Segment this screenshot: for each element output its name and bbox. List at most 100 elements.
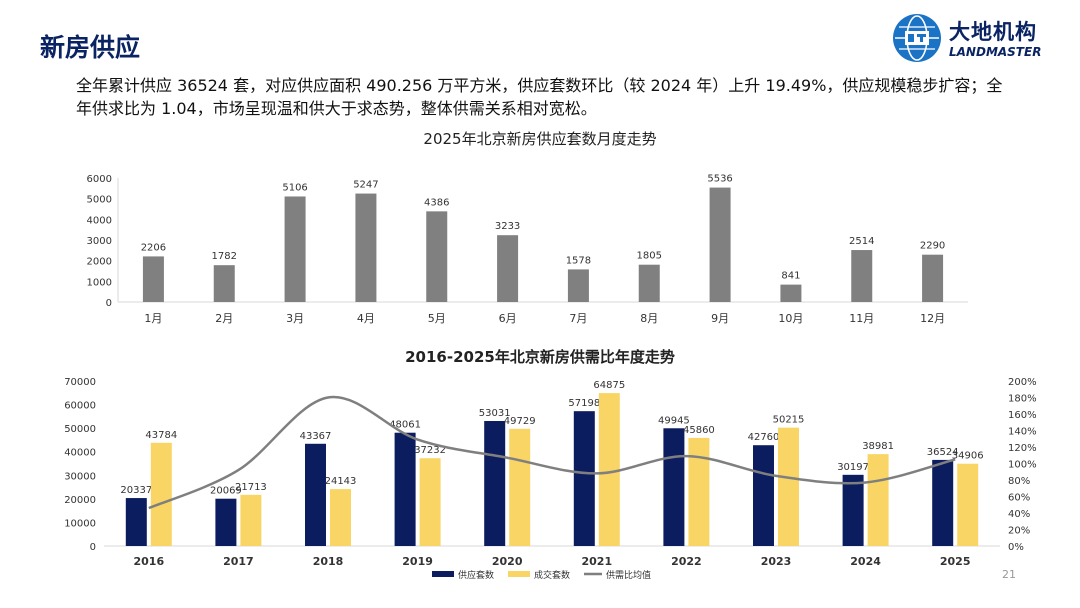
data-label: 49945 — [658, 415, 690, 426]
transaction-bar — [688, 437, 710, 546]
legend-swatch-supply — [432, 571, 454, 577]
data-label: 20337 — [120, 485, 152, 496]
y-tick-label: 1000 — [87, 277, 112, 288]
y-tick-label: 20000 — [64, 495, 96, 506]
x-tick-label: 2019 — [402, 555, 433, 568]
monthly-chart-title: 2025年北京新房供应套数月度走势 — [423, 130, 657, 148]
data-label: 21713 — [235, 482, 267, 493]
data-label: 45860 — [683, 425, 715, 436]
x-tick-label: 2020 — [492, 555, 523, 568]
supply-bar — [484, 420, 506, 546]
x-tick-label: 10月 — [778, 312, 803, 325]
y-tick-label: 30000 — [64, 471, 96, 482]
y-tick-label: 4000 — [87, 215, 112, 226]
data-label: 1782 — [212, 251, 237, 262]
data-label: 42760 — [748, 432, 780, 443]
y-tick-label: 6000 — [87, 174, 112, 185]
data-label: 57198 — [568, 398, 600, 409]
data-label: 4386 — [424, 197, 449, 208]
data-label: 30197 — [837, 462, 869, 473]
y2-tick-label: 200% — [1008, 377, 1037, 388]
transaction-bar — [598, 393, 620, 546]
x-tick-label: 2018 — [313, 555, 344, 568]
y-tick-label: 2000 — [87, 257, 112, 268]
bar — [213, 265, 235, 302]
data-label: 43367 — [300, 431, 332, 442]
y2-tick-label: 180% — [1008, 394, 1037, 405]
transaction-bar — [150, 442, 172, 546]
y2-tick-label: 60% — [1008, 493, 1030, 504]
x-tick-label: 6月 — [499, 312, 517, 325]
bar — [638, 264, 660, 302]
x-tick-label: 12月 — [920, 312, 945, 325]
data-label: 38981 — [862, 441, 894, 452]
logo-name-cn: 大地机构 — [949, 20, 1037, 44]
data-label: 2290 — [920, 241, 945, 252]
y-tick-label: 50000 — [64, 424, 96, 435]
x-tick-label: 2016 — [133, 555, 164, 568]
data-label: 50215 — [773, 415, 805, 426]
supply-bar — [663, 428, 685, 546]
y2-tick-label: 80% — [1008, 476, 1030, 487]
supply-bar — [573, 411, 595, 546]
data-label: 841 — [781, 271, 800, 282]
data-label: 2514 — [849, 236, 874, 247]
data-label: 53031 — [479, 408, 511, 419]
data-label: 49729 — [504, 416, 536, 427]
y2-tick-label: 120% — [1008, 443, 1037, 454]
x-tick-label: 4月 — [357, 312, 375, 325]
x-tick-label: 2月 — [215, 312, 233, 325]
x-tick-label: 2017 — [223, 555, 254, 568]
bar — [284, 196, 306, 302]
supply-bar — [842, 474, 864, 546]
supply-bar — [932, 459, 954, 546]
data-label: 34906 — [952, 451, 984, 462]
x-tick-label: 2023 — [761, 555, 792, 568]
y2-tick-label: 100% — [1008, 460, 1037, 471]
supply-bar — [305, 443, 326, 546]
y-tick-label: 3000 — [87, 236, 112, 247]
bar — [567, 269, 589, 302]
logo-name-en: LANDMASTER — [949, 45, 1042, 59]
ratio-line — [148, 395, 956, 510]
y-tick-label: 70000 — [64, 377, 96, 388]
legend-label: 供需比均值 — [606, 569, 651, 581]
bar — [142, 256, 164, 302]
data-label: 36524 — [927, 447, 959, 458]
data-label: 2206 — [141, 242, 166, 253]
globe-logo-icon — [893, 14, 941, 62]
data-label: 48061 — [389, 420, 421, 431]
summary-text: 全年累计供应 36524 套，对应供应面积 490.256 万平方米，供应套数环… — [76, 76, 1003, 118]
annual-supply-demand-chart: 0 10000 20000 30000 40000 50000 60000 70000 0% 20… — [64, 377, 1037, 581]
x-tick-label: 7月 — [569, 312, 587, 325]
supply-bar — [753, 445, 774, 546]
data-label: 20069 — [210, 486, 242, 497]
x-tick-label: 5月 — [428, 312, 446, 325]
x-tick-label: 9月 — [711, 312, 729, 325]
x-tick-label: 3月 — [286, 312, 304, 325]
supply-bar — [215, 498, 237, 546]
transaction-bar — [957, 463, 979, 546]
data-label: 1805 — [637, 251, 662, 262]
data-label: 5106 — [282, 182, 307, 193]
data-label: 5536 — [707, 174, 732, 185]
transaction-bar — [419, 458, 441, 546]
bar — [851, 250, 873, 302]
x-tick-label: 2022 — [671, 555, 702, 568]
legend-swatch-transaction — [508, 571, 530, 577]
page-title: 新房供应 — [40, 33, 141, 62]
x-tick-label: 11月 — [849, 312, 874, 325]
data-label: 37232 — [414, 445, 446, 456]
monthly-supply-chart: 0 1000 2000 3000 4000 5000 6000 2206 1月 1782 2月 510… — [87, 174, 968, 325]
data-label: 5247 — [353, 180, 378, 191]
x-tick-label: 2025 — [940, 555, 971, 568]
x-tick-label: 8月 — [640, 312, 658, 325]
bar — [922, 254, 944, 302]
data-label: 24143 — [325, 476, 357, 487]
supply-bar — [394, 432, 416, 546]
y-tick-label: 60000 — [64, 401, 96, 412]
bar — [355, 193, 377, 302]
y2-tick-label: 0% — [1008, 542, 1024, 553]
x-tick-label: 2021 — [581, 555, 612, 568]
data-label: 64875 — [593, 380, 625, 391]
